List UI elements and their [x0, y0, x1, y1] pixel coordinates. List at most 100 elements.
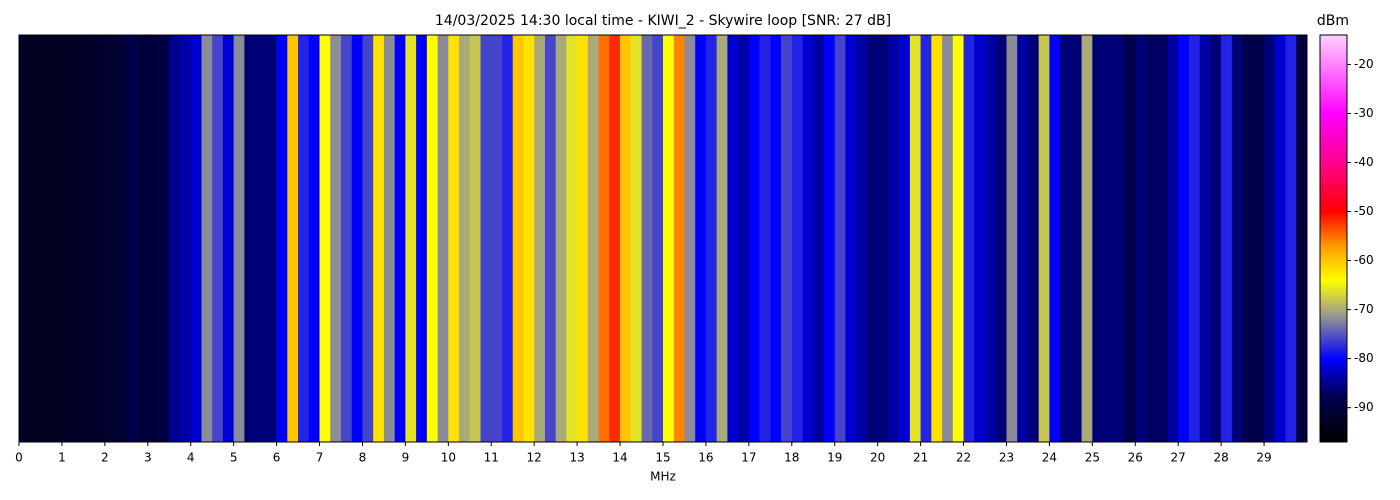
x-axis-label: MHz [650, 470, 676, 484]
spectrum-cell [663, 35, 675, 442]
spectrum-cell [1027, 35, 1039, 442]
x-tick-label: 3 [144, 451, 152, 465]
spectrum-cell [330, 35, 342, 442]
x-tick-label: 13 [569, 451, 584, 465]
spectrum-cell [1156, 35, 1168, 442]
spectrum-cell [995, 35, 1007, 442]
x-tick-label: 9 [402, 451, 410, 465]
x-tick-label: 17 [741, 451, 756, 465]
x-tick-label: 15 [655, 451, 670, 465]
spectrum-cell [1178, 35, 1190, 442]
spectrum-cell [94, 35, 106, 442]
spectrum-cell [255, 35, 267, 442]
spectrum-cell [1017, 35, 1029, 442]
spectrum-cell [899, 35, 911, 442]
spectrum-cell [523, 35, 535, 442]
spectrum-cell [212, 35, 224, 442]
x-tick-label: 19 [827, 451, 842, 465]
x-tick-label: 21 [913, 451, 928, 465]
spectrum-cell [201, 35, 213, 442]
spectrum-cell [180, 35, 192, 442]
spectrum-cell [244, 35, 256, 442]
spectrum-cell [566, 35, 578, 442]
spectrum-cell [1049, 35, 1061, 442]
spectrum-cell [190, 35, 202, 442]
spectrum-cell [51, 35, 63, 442]
x-tick-label: 18 [784, 451, 799, 465]
spectrum-cell [394, 35, 406, 442]
x-tick-label: 0 [15, 451, 23, 465]
spectrum-cell [620, 35, 632, 442]
spectrum-cell [287, 35, 299, 442]
spectrum-cell [383, 35, 395, 442]
spectrum-cell [974, 35, 986, 442]
x-tick-label: 29 [1256, 451, 1271, 465]
spectrum-cell [781, 35, 793, 442]
spectrum-cell [158, 35, 170, 442]
spectrum-cell [952, 35, 964, 442]
spectrum-cell [459, 35, 471, 442]
spectrum-cell [630, 35, 642, 442]
x-tick-label: 24 [1042, 451, 1057, 465]
spectrum-cell [448, 35, 460, 442]
spectrum-cell [40, 35, 52, 442]
x-tick-label: 2 [101, 451, 109, 465]
chart-title: 14/03/2025 14:30 local time - KIWI_2 - S… [435, 13, 891, 29]
spectrum-cell [1253, 35, 1265, 442]
spectrum-cell [1038, 35, 1050, 442]
x-tick-label: 4 [187, 451, 195, 465]
spectrum-cell [813, 35, 825, 442]
spectrum-cell [1221, 35, 1233, 442]
spectrum-cell [1231, 35, 1243, 442]
spectrum-cell [759, 35, 771, 442]
spectrum-cell [866, 35, 878, 442]
spectrum-cell [1081, 35, 1093, 442]
spectrum-cell [985, 35, 997, 442]
spectrum-cell [426, 35, 438, 442]
spectrum-cell [673, 35, 685, 442]
spectrum-cell [265, 35, 277, 442]
spectrum-cell [1188, 35, 1200, 442]
spectrum-cell [169, 35, 181, 442]
spectrum-cell [856, 35, 868, 442]
spectrum-cell [1285, 35, 1297, 442]
spectrum-cell [748, 35, 760, 442]
spectrum-cell [1113, 35, 1125, 442]
x-tick-label: 1 [58, 451, 66, 465]
spectrum-cell [502, 35, 514, 442]
spectrum-cell [770, 35, 782, 442]
colorbar-tick-label: -90 [1354, 400, 1374, 414]
spectrum-cell [319, 35, 331, 442]
spectrum-cell [61, 35, 73, 442]
x-tick-label: 5 [230, 451, 238, 465]
spectrum-cell [405, 35, 417, 442]
spectrum-cell [1103, 35, 1115, 442]
x-tick-label: 16 [698, 451, 713, 465]
x-tick-label: 7 [316, 451, 324, 465]
spectrum-cell [684, 35, 696, 442]
spectrum-cell [19, 35, 31, 442]
x-tick-label: 12 [527, 451, 542, 465]
spectrum-cell [480, 35, 492, 442]
spectrum-cell [416, 35, 428, 442]
colorbar [1319, 34, 1348, 443]
spectrum-cell [1167, 35, 1179, 442]
spectrum-cell [83, 35, 95, 442]
spectrum-cell [1274, 35, 1286, 442]
spectrum-cell [104, 35, 116, 442]
spectrum-cell [469, 35, 481, 442]
spectrum-cell [1296, 35, 1308, 442]
spectrum-cell [920, 35, 932, 442]
spectrum-cell [534, 35, 546, 442]
spectrum-cell [705, 35, 717, 442]
x-tick-label: 6 [273, 451, 281, 465]
spectrum-cell [963, 35, 975, 442]
spectrum-cell [791, 35, 803, 442]
x-tick-label: 28 [1213, 451, 1228, 465]
x-tick-label: 20 [870, 451, 885, 465]
x-tick-label: 10 [441, 451, 456, 465]
spectrum-cell [544, 35, 556, 442]
spectrum-cell [587, 35, 599, 442]
spectrum-cell [727, 35, 739, 442]
